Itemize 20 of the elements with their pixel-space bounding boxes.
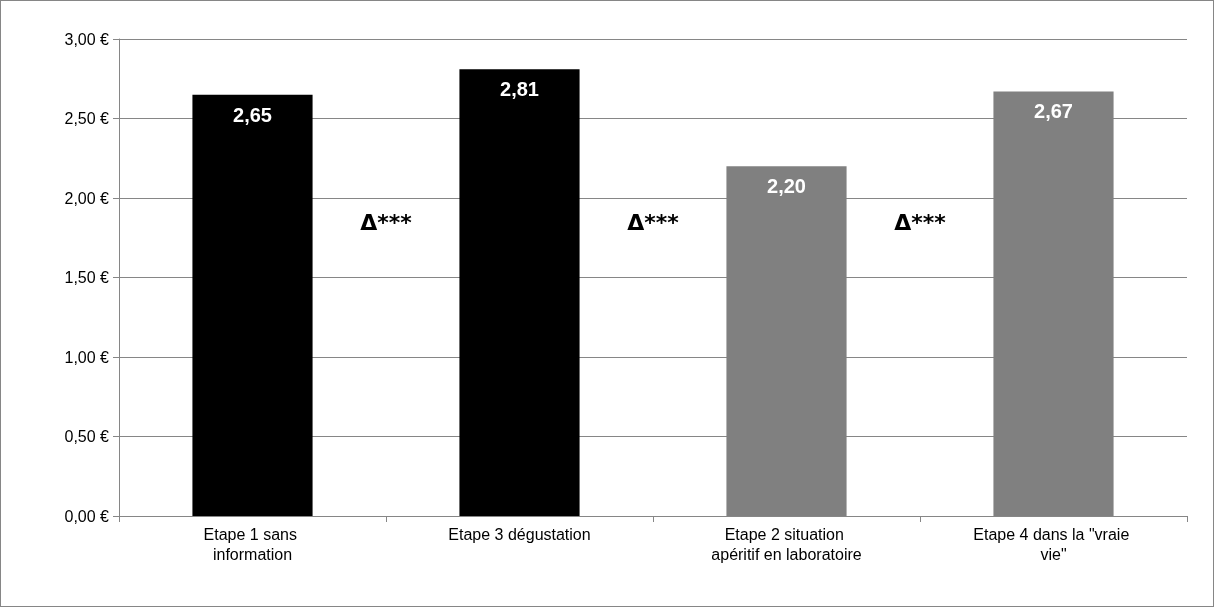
annotation: Δ*** <box>894 210 947 236</box>
annotation: Δ*** <box>627 210 680 236</box>
data-label: 2,65 <box>233 103 272 126</box>
y-tick-label: 1,00 € <box>64 348 110 366</box>
bar <box>192 94 313 516</box>
data-label: 2,81 <box>500 78 539 101</box>
x-tick-label: Etape 3 dégustation <box>448 525 591 543</box>
y-tick-label: 1,50 € <box>64 269 110 286</box>
x-tick-label: Etape 4 dans la "vraie vie" <box>973 525 1134 563</box>
x-tick-label: Etape 2 situation apéritif en laboratoire <box>711 525 862 563</box>
x-tick-label: Etape 1 sans information <box>203 525 302 563</box>
data-label: 2,67 <box>1034 100 1073 123</box>
y-tick-label: 3,00 € <box>64 30 110 48</box>
bar <box>459 69 580 516</box>
y-tick-label: 0,50 € <box>64 428 110 445</box>
annotation: Δ*** <box>360 210 413 236</box>
y-tick-label: 2,00 € <box>64 189 110 207</box>
y-tick-label: 0,00 € <box>64 507 110 525</box>
data-label: 2,20 <box>767 175 806 198</box>
y-tick-label: 2,50 € <box>64 110 110 127</box>
